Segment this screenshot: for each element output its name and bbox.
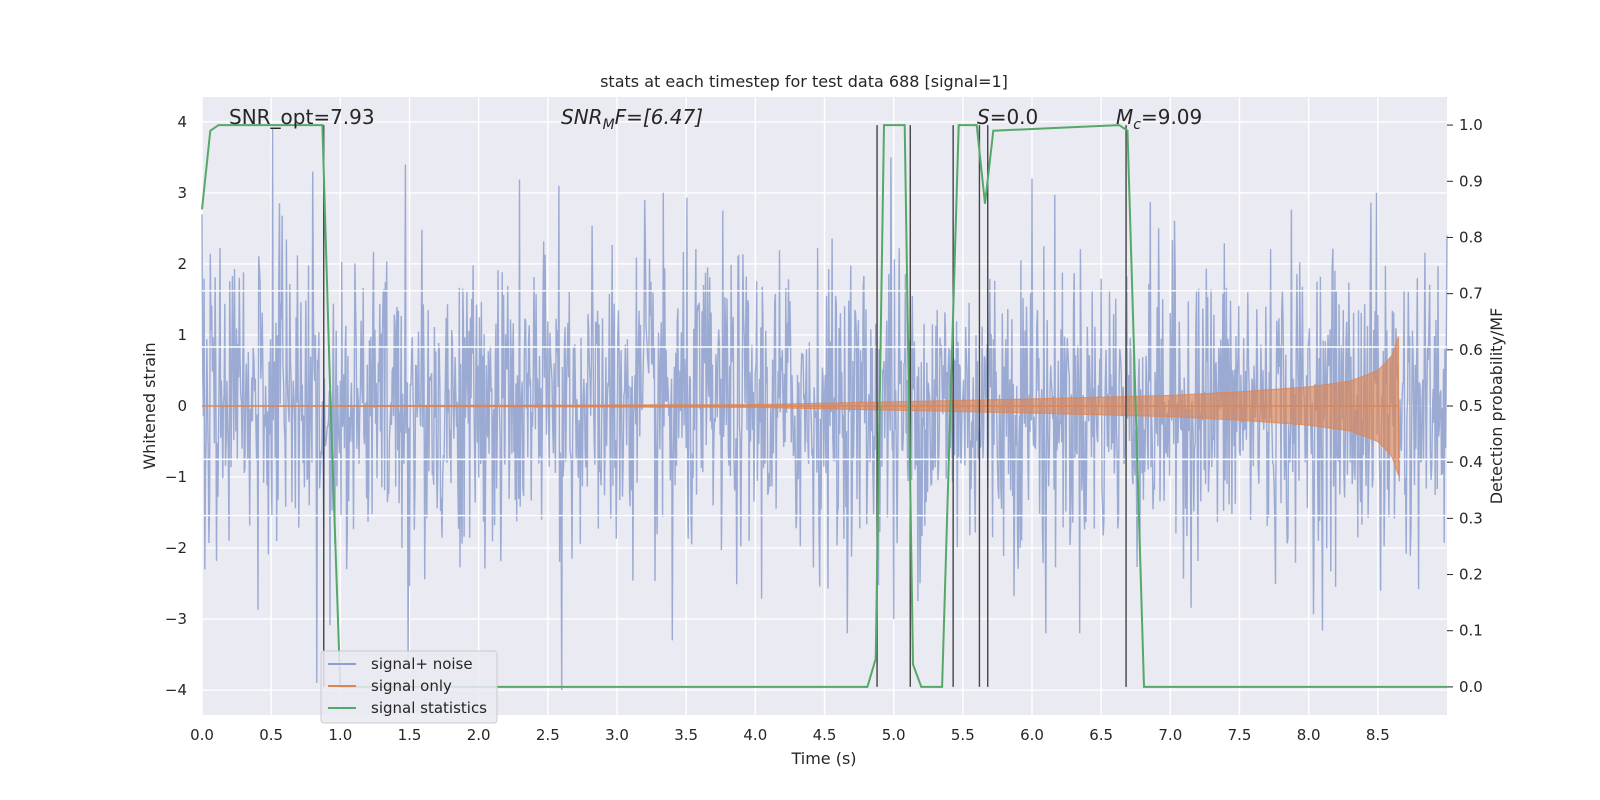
legend-label-signal-plus-noise: signal+ noise bbox=[371, 655, 473, 673]
signal-only-series bbox=[202, 336, 1400, 476]
x-tick-label: 5.0 bbox=[882, 726, 906, 744]
signal-plus-noise-line bbox=[201, 128, 1448, 691]
white-hlines bbox=[202, 290, 1447, 517]
x-tick-label: 4.5 bbox=[813, 726, 837, 744]
y-right-tick-label: 0.1 bbox=[1459, 622, 1483, 640]
x-tick-label: 6.5 bbox=[1089, 726, 1113, 744]
x-tick-label: 4.0 bbox=[743, 726, 767, 744]
y-tick-label: 2 bbox=[177, 255, 187, 273]
annotation-mc-subscript: c bbox=[1133, 117, 1141, 133]
y-tick-label: 4 bbox=[177, 113, 187, 131]
y-right-tick-label: 0.8 bbox=[1459, 228, 1483, 246]
x-tick-label: 6.0 bbox=[1020, 726, 1044, 744]
x-tick-label: 2.5 bbox=[536, 726, 560, 744]
annotation-snr-mf: SNRMF=[6.47] bbox=[561, 105, 703, 133]
y-axis-label: Whitened strain bbox=[140, 342, 159, 469]
y-right-tick-label: 0.9 bbox=[1459, 172, 1483, 190]
x-tick-label: 1.0 bbox=[328, 726, 352, 744]
annotation-snr-mf-value: F=[6.47] bbox=[615, 105, 703, 129]
y-tick-label: −4 bbox=[165, 681, 187, 699]
y-tick-label: 1 bbox=[177, 326, 187, 344]
legend-box bbox=[320, 650, 498, 724]
x-tick-label: 8.0 bbox=[1297, 726, 1321, 744]
signal-statistics-line bbox=[201, 124, 1447, 688]
chart-title: stats at each timestep for test data 688… bbox=[600, 72, 1008, 91]
y-tick-label: 0 bbox=[177, 397, 187, 415]
annotation-mc-value: =9.09 bbox=[1141, 105, 1202, 129]
annotation-s-symbol: S bbox=[977, 105, 990, 129]
annotation-s-value: =0.0 bbox=[990, 105, 1039, 129]
annotation-s: S=0.0 bbox=[977, 105, 1038, 129]
x-tick-label: 1.5 bbox=[398, 726, 422, 744]
annotation-snr-mf-symbol: SNR bbox=[561, 105, 603, 129]
y-right-ticks: 1.0 0.9 0.8 0.7 0.6 0.5 0.4 0.3 0.2 0.1 0.0 bbox=[1447, 116, 1483, 696]
y-tick-label: −3 bbox=[165, 610, 187, 628]
y-tick-label: −2 bbox=[165, 539, 187, 557]
x-tick-label: 3.0 bbox=[605, 726, 629, 744]
x-tick-label: 0.0 bbox=[190, 726, 214, 744]
annotation-snr-opt: SNR_opt=7.93 bbox=[229, 105, 375, 129]
annotation-mc-symbol: M bbox=[1116, 105, 1133, 129]
y-right-tick-label: 0.7 bbox=[1459, 285, 1483, 303]
signal-plus-noise-series bbox=[201, 128, 1448, 691]
x-tick-label: 7.0 bbox=[1158, 726, 1182, 744]
x-tick-label: 7.5 bbox=[1228, 726, 1252, 744]
annotation-snr-mf-subscript: M bbox=[603, 117, 615, 133]
x-tick-label: 3.5 bbox=[674, 726, 698, 744]
y-right-tick-label: 0.0 bbox=[1459, 678, 1483, 696]
legend: signal+ noise signal only signal statist… bbox=[320, 650, 498, 724]
y-tick-label: 3 bbox=[177, 184, 187, 202]
x-tick-label: 8.5 bbox=[1366, 726, 1390, 744]
x-axis-label: Time (s) bbox=[790, 749, 856, 768]
x-tick-label: 2.0 bbox=[467, 726, 491, 744]
y-right-tick-label: 0.4 bbox=[1459, 453, 1483, 471]
y-right-tick-label: 0.5 bbox=[1459, 397, 1483, 415]
legend-label-signal-statistics: signal statistics bbox=[371, 699, 487, 717]
y-right-tick-label: 0.2 bbox=[1459, 566, 1483, 584]
y-right-tick-label: 0.6 bbox=[1459, 341, 1483, 359]
y-tick-label: −1 bbox=[165, 468, 187, 486]
legend-label-signal-only: signal only bbox=[371, 677, 452, 695]
x-tick-label: 5.5 bbox=[951, 726, 975, 744]
annotation-mc: Mc=9.09 bbox=[1116, 105, 1202, 133]
x-tick-label: 0.5 bbox=[259, 726, 283, 744]
signal-statistics-series bbox=[201, 124, 1447, 688]
y-ticks: 4 3 2 1 0 −1 −2 −3 −4 bbox=[165, 113, 187, 699]
x-ticks: 0.0 0.5 1.0 1.5 2.0 2.5 3.0 3.5 4.0 4.5 5.0 5.5 6.0 6… bbox=[190, 726, 1390, 744]
y-right-tick-label: 0.3 bbox=[1459, 509, 1483, 527]
y-right-axis-label: Detection probability/MF bbox=[1487, 308, 1506, 505]
y-right-tick-label: 1.0 bbox=[1459, 116, 1483, 134]
